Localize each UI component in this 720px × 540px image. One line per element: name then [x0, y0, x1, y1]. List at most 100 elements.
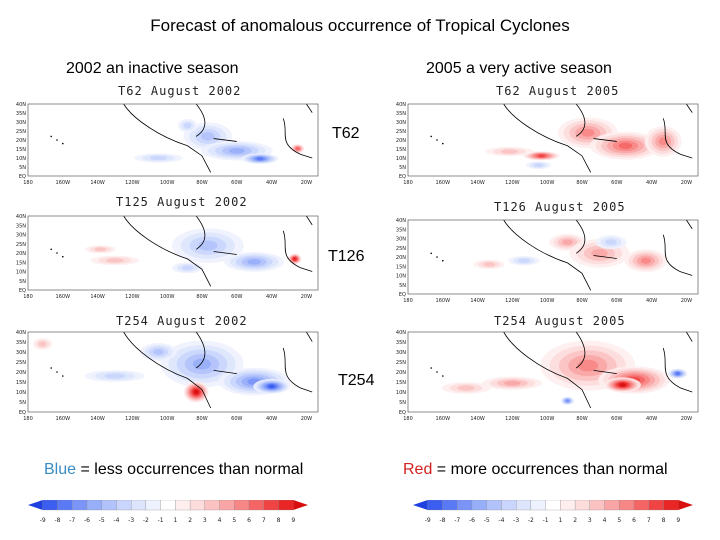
- island-marker: [442, 259, 444, 262]
- colorbar-right: -9 -8 -7 -6 -5 -4 -3 -2 -1 1 2 3 4 5 6 7 8 9: [413, 500, 693, 524]
- colorbar-tick-label: 3: [588, 517, 592, 524]
- colorbar-cell: [604, 500, 620, 511]
- legend-red-word: Red: [403, 461, 433, 478]
- lat-tick-label: 40N: [396, 218, 406, 224]
- colorbar-tick-label: -3: [513, 517, 519, 524]
- colorbar-cell: [545, 500, 561, 511]
- colorbar-tick-label: -1: [158, 517, 164, 524]
- positive-anomaly-contour: [504, 380, 521, 386]
- lon-tick-label: 120W: [505, 416, 520, 422]
- colorbar-tick-label: 4: [218, 517, 222, 524]
- lat-tick-label: 15N: [396, 264, 406, 270]
- coastline: [503, 103, 693, 173]
- lon-tick-label: 40W: [266, 180, 277, 186]
- colorbar-cell: [619, 500, 635, 511]
- panel-title-r1c0: T125 August 2002: [116, 195, 248, 209]
- lon-tick-label: 40W: [646, 180, 657, 186]
- lon-tick-label: 140W: [90, 416, 105, 422]
- lat-tick-label: 20N: [16, 251, 26, 257]
- colorbar-cell: [560, 500, 576, 511]
- negative-anomaly-contour: [228, 148, 245, 154]
- lon-tick-label: 40W: [266, 416, 277, 422]
- lat-tick-label: 5N: [19, 400, 26, 406]
- lat-tick-label: EQ: [399, 410, 406, 416]
- colorbar-cell: [101, 500, 117, 511]
- lat-tick-label: 10N: [396, 390, 406, 396]
- colorbar-tick-label: -7: [454, 517, 460, 524]
- lat-tick-label: 35N: [16, 340, 26, 346]
- lon-tick-label: 80W: [196, 416, 207, 422]
- colorbar-cell: [189, 500, 205, 511]
- positive-anomaly-contour: [293, 257, 297, 261]
- map-panel-r0c0: 40N 35N 30N 25N 20N 15N 10N 5N EQ 180 160W 140W 120W…: [6, 100, 322, 188]
- lat-tick-label: EQ: [19, 174, 26, 180]
- lon-tick-label: 60W: [611, 416, 622, 422]
- colorbar-tick-label: 9: [676, 517, 680, 524]
- lat-tick-label: 35N: [16, 223, 26, 229]
- island-marker: [436, 256, 438, 258]
- panel-title-r2c1: T254 August 2005: [494, 314, 626, 328]
- lon-tick-label: 160W: [56, 180, 71, 186]
- lat-tick-label: 30N: [16, 350, 26, 356]
- lon-tick-label: 180: [403, 298, 413, 304]
- positive-anomaly-contour: [618, 142, 633, 149]
- map-panel-r2c0: 40N 35N 30N 25N 20N 15N 10N 5N EQ 180 160W 140W 120W…: [6, 328, 322, 424]
- colorbar-cell: [278, 500, 294, 511]
- colorbar-cell: [648, 500, 664, 511]
- colorbar-tick-label: -2: [528, 517, 534, 524]
- panel-title-r2c0: T254 August 2002: [116, 314, 248, 328]
- lat-tick-label: 30N: [16, 233, 26, 239]
- colorbar-cell: [530, 500, 546, 511]
- negative-anomaly-contour: [149, 155, 168, 161]
- positive-anomaly-contour: [193, 389, 199, 395]
- lat-tick-label: 5N: [399, 400, 406, 406]
- plot-frame: [407, 331, 699, 413]
- resolution-label-t126: T126: [328, 248, 365, 265]
- lat-tick-label: 25N: [16, 129, 26, 135]
- colorbar-tick-label: -3: [128, 517, 134, 524]
- negative-anomaly-contour: [675, 372, 680, 376]
- legend-blue-word: Blue: [44, 461, 77, 478]
- colorbar-cell: [145, 500, 161, 511]
- positive-anomaly-contour: [577, 359, 599, 372]
- lat-tick-label: 35N: [16, 111, 26, 117]
- column-title-2002: 2002 an inactive season: [66, 60, 239, 77]
- lat-tick-label: 40N: [16, 330, 26, 336]
- colorbar-cell: [234, 500, 250, 511]
- panel-title-r0c0: T62 August 2002: [118, 84, 242, 98]
- page-title: Forecast of anomalous occurrence of Trop…: [150, 16, 570, 35]
- lat-tick-label: 20N: [396, 138, 406, 144]
- lon-tick-label: 80W: [576, 416, 587, 422]
- colorbar-tick-label: -8: [54, 517, 60, 524]
- lat-tick-label: 20N: [396, 255, 406, 261]
- lon-tick-label: 80W: [196, 180, 207, 186]
- plot-frame: [27, 103, 319, 177]
- lon-tick-label: 100W: [540, 298, 555, 304]
- lon-tick-label: 140W: [470, 180, 485, 186]
- lat-tick-label: 5N: [399, 283, 406, 289]
- negative-anomaly-contour: [201, 132, 215, 141]
- lon-tick-label: 80W: [576, 180, 587, 186]
- lat-tick-label: 25N: [396, 129, 406, 135]
- lon-tick-label: 180: [23, 180, 33, 186]
- positive-anomaly-contour: [640, 257, 651, 264]
- lon-tick-label: 140W: [90, 294, 105, 300]
- colorbar-tick-label: 8: [662, 517, 666, 524]
- lon-tick-label: 180: [23, 416, 33, 422]
- colorbar-cell: [42, 500, 58, 511]
- lon-tick-label: 40W: [646, 298, 657, 304]
- colorbar-arrow-right: [678, 500, 693, 510]
- colorbar-cell: [204, 500, 220, 511]
- positive-anomaly-contour: [106, 258, 124, 263]
- positive-anomaly-contour: [94, 247, 107, 252]
- lon-tick-label: 120W: [125, 416, 140, 422]
- lat-tick-label: 15N: [396, 380, 406, 386]
- island-marker: [56, 139, 58, 141]
- map-panel-r2c1: 40N 35N 30N 25N 20N 15N 10N 5N EQ 180 160W 140W 120W…: [386, 328, 702, 424]
- island-marker: [442, 142, 444, 145]
- colorbar-cell: [501, 500, 517, 511]
- colorbar-cell: [663, 500, 679, 511]
- island-marker: [62, 255, 64, 258]
- positive-anomaly-contour: [38, 341, 47, 347]
- lon-tick-label: 140W: [470, 416, 485, 422]
